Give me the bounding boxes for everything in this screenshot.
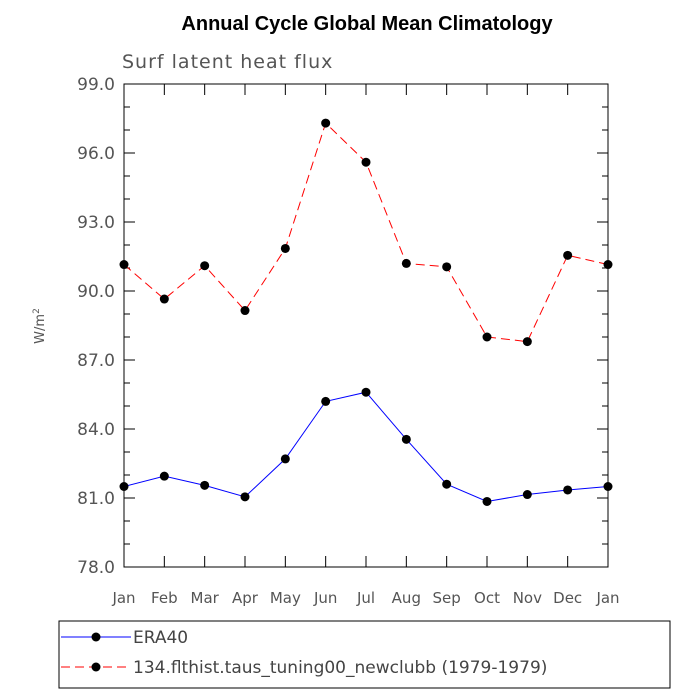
y-axis-label-superscript: 2 — [32, 308, 42, 314]
x-tick-label: Feb — [151, 589, 178, 607]
x-tick-label: Mar — [191, 589, 220, 607]
data-point-series-0 — [240, 492, 250, 502]
data-point-series-0 — [119, 482, 129, 491]
legend-marker-era40 — [91, 632, 101, 642]
x-tick-label: Sep — [433, 589, 461, 607]
data-point-series-0 — [603, 482, 613, 491]
data-point-series-1 — [240, 306, 250, 316]
data-point-series-1 — [159, 294, 169, 304]
y-axis-label-text: W/m — [33, 314, 48, 344]
data-point-series-1 — [442, 262, 452, 272]
x-tick-label: Aug — [392, 589, 421, 607]
x-tick-labels: Jan Feb Mar Apr May Jun Jul Aug Sep Oct Nov Dec Jan — [111, 589, 619, 607]
data-point-series-0 — [200, 480, 210, 490]
data-point-series-0 — [321, 396, 331, 406]
data-point-series-0 — [159, 471, 169, 481]
chart-title: Annual Cycle Global Mean Climatology — [181, 13, 553, 35]
y-tick-label: 99.0 — [77, 75, 115, 95]
svg-text:W/m2: W/m2 — [32, 308, 48, 344]
data-point-series-1 — [603, 260, 613, 270]
data-point-series-1 — [522, 337, 532, 347]
data-point-series-1 — [563, 250, 573, 260]
data-point-series-1 — [482, 332, 492, 342]
x-tick-label: Oct — [474, 589, 500, 607]
y-axis-label: W/m2 — [32, 308, 48, 344]
y-tick-label: 87.0 — [77, 351, 115, 371]
axis-ticks — [123, 83, 609, 568]
x-tick-label: Dec — [553, 589, 582, 607]
data-point-series-0 — [401, 434, 411, 444]
y-tick-label: 78.0 — [77, 558, 115, 578]
data-point-series-1 — [321, 118, 331, 128]
x-tick-label: Jan — [595, 589, 619, 607]
x-tick-label: Jun — [313, 589, 337, 607]
data-point-series-0 — [522, 490, 532, 500]
series-line-0 — [123, 391, 609, 502]
legend-label-era40: ERA40 — [133, 628, 188, 648]
chart-subtitle: Surf latent heat flux — [122, 51, 333, 73]
data-point-series-0 — [361, 387, 371, 397]
data-point-series-1 — [401, 258, 411, 268]
legend: ERA40 134.flthist.taus_tuning00_newclubb… — [58, 620, 671, 689]
data-point-series-1 — [200, 261, 210, 271]
x-tick-label: Apr — [232, 589, 259, 607]
series-layer — [119, 118, 613, 506]
data-point-series-1 — [361, 157, 371, 167]
data-point-series-1 — [280, 243, 290, 253]
y-tick-label: 93.0 — [77, 213, 115, 233]
data-point-series-0 — [563, 485, 573, 495]
series-line-1 — [123, 122, 609, 343]
legend-frame — [58, 620, 671, 689]
y-tick-label: 84.0 — [77, 420, 115, 440]
legend-marker-model — [91, 662, 101, 672]
x-tick-label: Jan — [111, 589, 135, 607]
x-tick-label: Jul — [356, 589, 375, 607]
data-point-series-0 — [280, 454, 290, 464]
legend-label-model: 134.flthist.taus_tuning00_newclubb (1979… — [133, 658, 547, 678]
y-tick-label: 90.0 — [77, 282, 115, 302]
x-tick-label: May — [270, 589, 301, 607]
y-tick-label: 96.0 — [77, 144, 115, 164]
x-tick-label: Nov — [513, 589, 542, 607]
y-tick-label: 81.0 — [77, 489, 115, 509]
data-point-series-1 — [119, 260, 129, 270]
data-point-series-0 — [482, 496, 492, 506]
data-point-series-0 — [442, 479, 452, 489]
y-tick-labels: 78.0 81.0 84.0 87.0 90.0 93.0 96.0 99.0 — [77, 75, 115, 578]
